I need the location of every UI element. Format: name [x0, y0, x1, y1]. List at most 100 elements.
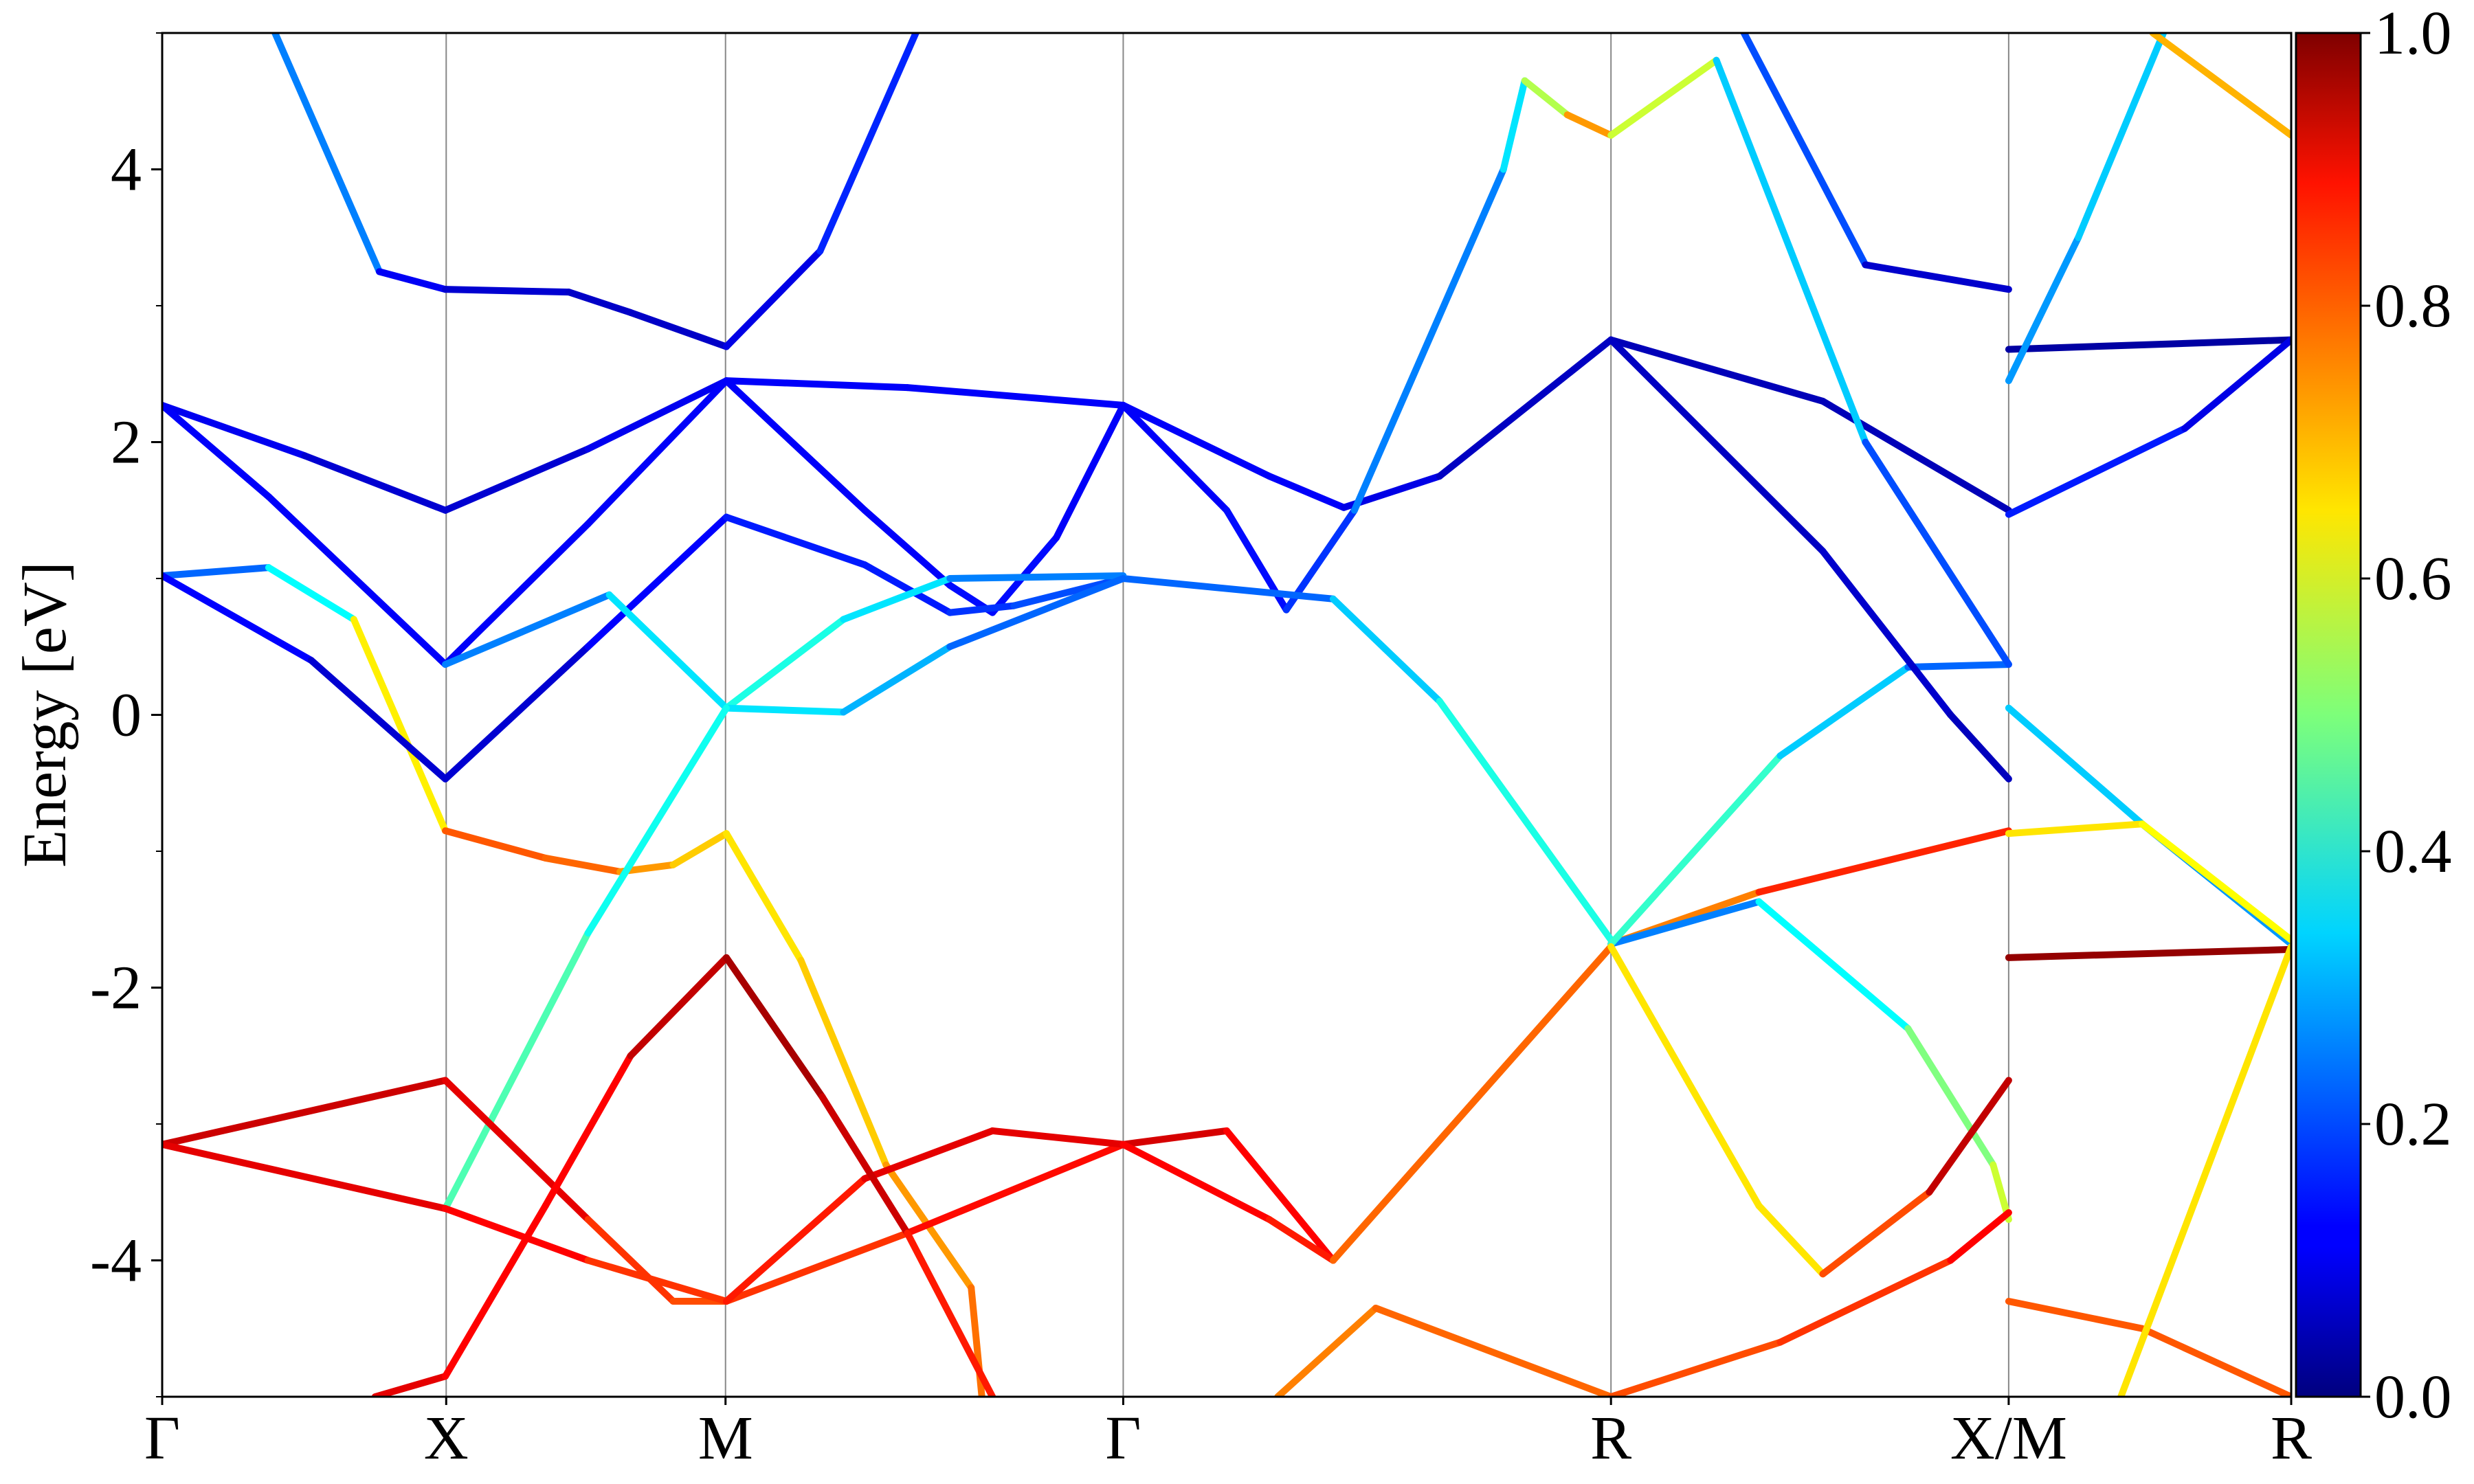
band-segment	[1755, 827, 2012, 896]
band-segment	[1223, 1127, 1337, 1264]
band-segment	[1436, 697, 1615, 944]
band-segment	[1265, 473, 1348, 511]
band-segment	[627, 308, 730, 350]
band-segment	[1119, 575, 1337, 603]
band-segment	[584, 1257, 730, 1305]
band-segment	[818, 1093, 911, 1237]
y-tick-label: 4	[111, 136, 142, 204]
band-segment	[2005, 820, 2146, 837]
band-segment	[722, 1229, 911, 1305]
band-segment	[162, 1077, 449, 1148]
band-segment	[162, 401, 272, 500]
band-segment	[989, 1127, 1127, 1148]
band-segment	[375, 268, 449, 293]
x-tick-label: X/M	[1950, 1404, 2067, 1472]
band-segment	[2181, 336, 2291, 432]
band-segment	[722, 513, 869, 569]
band-segment	[2139, 1325, 2291, 1397]
band-segment	[442, 1077, 592, 1223]
band-segment	[584, 377, 730, 453]
y-tick-label: -2	[90, 954, 142, 1022]
axes: Γ X M Γ R X/M R -4 -2 0 2 4 0.0 0.2 0.4 0.6 0.8 1.0	[90, 0, 2451, 1472]
band-segment	[442, 643, 592, 783]
band-segment	[946, 575, 1127, 651]
band-segment	[1776, 1257, 1954, 1346]
band-segment	[946, 602, 1018, 616]
band-segment	[1436, 336, 1615, 480]
band-segment	[1755, 898, 1912, 1033]
band-segment	[584, 377, 730, 528]
band-segment	[861, 1127, 996, 1182]
band-segment	[1274, 1304, 1379, 1397]
grid	[161, 33, 2292, 1397]
band-segment	[722, 954, 826, 1101]
band-segment	[442, 1202, 549, 1380]
band-segment	[162, 401, 309, 460]
band-segment	[1740, 33, 1869, 269]
band-segment	[307, 657, 449, 783]
band-segment	[797, 956, 890, 1169]
band-segment	[442, 591, 613, 668]
band-segment	[1904, 1025, 1997, 1169]
band-segment	[1713, 56, 1869, 446]
band-segment	[946, 572, 1127, 582]
band-segment	[2149, 33, 2291, 139]
band-segment	[669, 830, 730, 868]
band-segment	[1904, 661, 2012, 671]
band-segment	[1329, 943, 1615, 1264]
band-segment	[861, 561, 954, 616]
band-segment	[1119, 401, 1273, 480]
band-segment	[1607, 336, 1827, 555]
band-segment	[840, 575, 954, 623]
band-segment	[542, 1052, 634, 1210]
band-segment	[1329, 595, 1443, 705]
band-segment	[1776, 664, 1912, 760]
band-segment	[1755, 1202, 1827, 1278]
y-axis-label: Energy [eV]	[11, 561, 79, 868]
band-segment	[605, 591, 730, 712]
x-tick-label: M	[698, 1404, 753, 1472]
band-segment	[722, 377, 869, 514]
band-segment	[1563, 111, 1615, 139]
band-segment	[301, 452, 449, 514]
band-segment	[542, 854, 624, 875]
band-segment	[1819, 1189, 1933, 1278]
y-tick-label: -4	[90, 1227, 142, 1295]
colorbar-tick-label: 0.4	[2374, 818, 2452, 886]
band-segment	[442, 827, 549, 862]
band-segment	[442, 930, 592, 1213]
band-segment	[1053, 401, 1127, 541]
band-segment	[1607, 56, 1720, 139]
band-segment	[722, 377, 911, 392]
band-segment	[1862, 438, 2012, 668]
band-segment	[1265, 1215, 1337, 1264]
band-segment	[442, 520, 592, 668]
band-segment	[1926, 1077, 2012, 1196]
band-segment	[162, 572, 315, 664]
band-segment	[1607, 943, 1763, 1210]
y-tick-label: 2	[111, 409, 142, 477]
colorbar-tick-label: 0.8	[2374, 272, 2452, 340]
band-segment	[2005, 1298, 2146, 1332]
x-tick-label: Γ	[1105, 1404, 1141, 1472]
band-segment	[1947, 711, 2012, 783]
band-segment	[2005, 425, 2189, 518]
band-segment	[1372, 1304, 1615, 1397]
band-segment	[1119, 401, 1230, 514]
plot-frame	[161, 32, 2293, 1398]
band-segment	[1607, 752, 1784, 947]
band-segment	[816, 33, 920, 255]
band-segment	[1607, 336, 1827, 405]
band-segment	[565, 289, 634, 316]
band-segment	[1119, 1140, 1273, 1223]
band-segment	[265, 564, 357, 623]
band-segment	[904, 1229, 996, 1397]
band-segment	[371, 1373, 449, 1397]
band-segment	[722, 247, 824, 350]
band-segment	[2005, 704, 2146, 828]
x-tick-label: R	[1590, 1404, 1631, 1472]
band-segment	[722, 704, 847, 716]
band-segment	[1819, 548, 1954, 719]
x-tick-label: R	[2271, 1404, 2312, 1472]
